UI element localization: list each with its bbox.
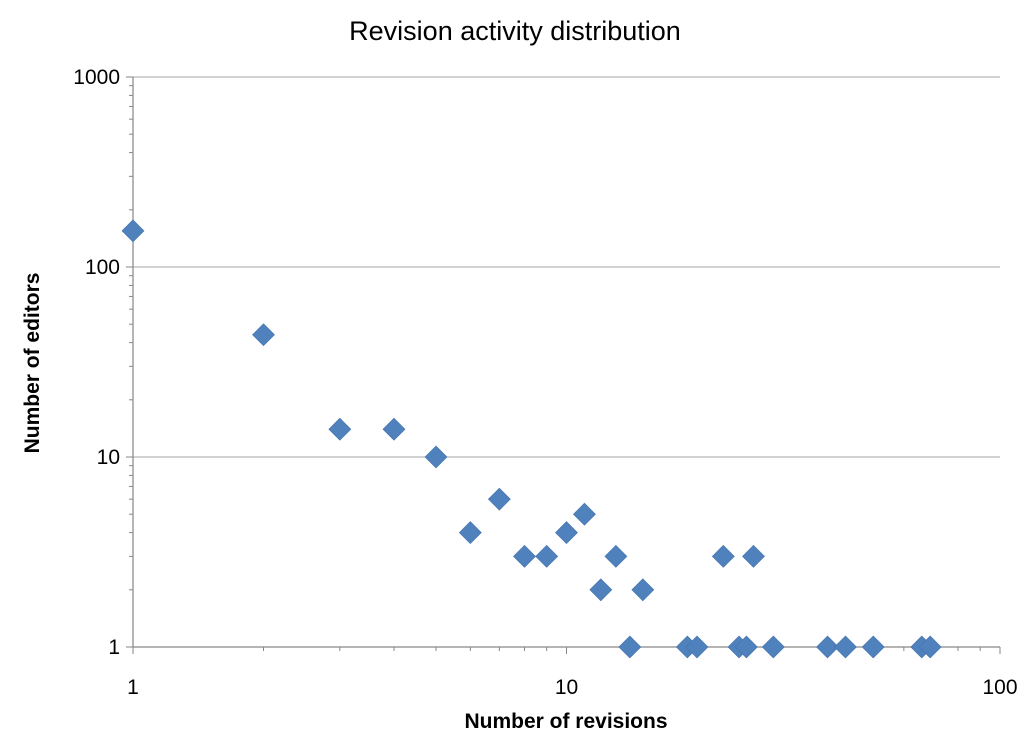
x-tick-label: 1 bbox=[127, 676, 139, 699]
data-point bbox=[252, 323, 275, 347]
data-point bbox=[861, 635, 885, 659]
x-axis-label: Number of revisions bbox=[464, 710, 667, 733]
y-tick-label: 1000 bbox=[73, 66, 120, 89]
data-point bbox=[458, 521, 482, 545]
data-point bbox=[604, 544, 628, 568]
data-points bbox=[121, 219, 942, 659]
data-point bbox=[834, 635, 857, 659]
data-point bbox=[631, 578, 655, 602]
data-point bbox=[618, 635, 642, 659]
data-point bbox=[328, 417, 352, 441]
data-point bbox=[487, 487, 511, 511]
data-point bbox=[513, 544, 536, 568]
data-point bbox=[555, 521, 578, 545]
y-tick-labels: 1 10 100 1000 bbox=[73, 66, 120, 659]
data-point bbox=[535, 544, 559, 568]
data-point bbox=[685, 635, 709, 659]
x-tick-label: 10 bbox=[555, 676, 578, 699]
y-tick-label: 100 bbox=[85, 256, 120, 279]
data-point bbox=[742, 544, 765, 568]
data-point bbox=[424, 445, 448, 469]
y-axis-label: Number of editors bbox=[21, 273, 44, 454]
axes bbox=[126, 76, 1001, 654]
x-tick-labels: 1 10 100 bbox=[127, 676, 1017, 699]
x-tick-label: 100 bbox=[982, 676, 1017, 699]
y-tick-label: 10 bbox=[97, 446, 120, 469]
data-point bbox=[761, 635, 785, 659]
gridlines bbox=[133, 76, 1000, 458]
data-point bbox=[573, 502, 596, 526]
data-point bbox=[382, 417, 406, 441]
data-point bbox=[121, 219, 145, 243]
data-point bbox=[711, 544, 735, 568]
data-point bbox=[816, 635, 839, 659]
chart-title: Revision activity distribution bbox=[349, 16, 681, 46]
data-point bbox=[918, 635, 942, 659]
data-point bbox=[589, 578, 613, 602]
data-point bbox=[734, 635, 758, 659]
y-tick-label: 1 bbox=[108, 636, 120, 659]
